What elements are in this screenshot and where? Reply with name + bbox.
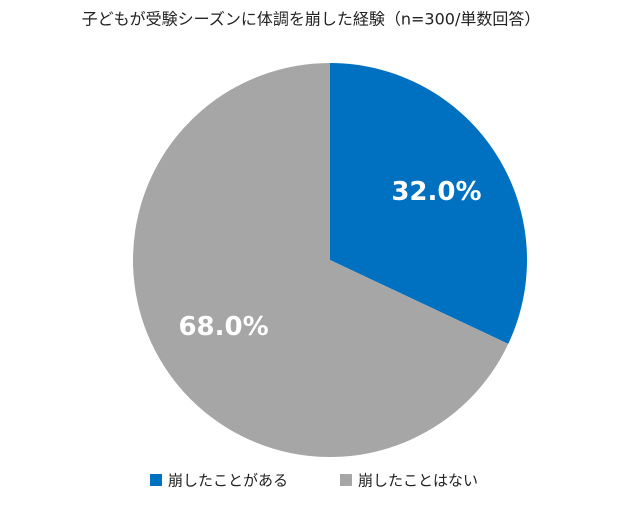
chart-title: 子どもが受験シーズンに体調を崩した経験（n=300/単数回答） xyxy=(82,10,541,29)
legend-swatch xyxy=(340,474,352,486)
pie-slice xyxy=(330,63,527,344)
value-label: 32.0% xyxy=(391,177,481,207)
legend-label: 崩したことはない xyxy=(358,472,478,490)
pie-slice xyxy=(132,63,509,458)
legend-swatch xyxy=(150,474,162,486)
legend-label: 崩したことがある xyxy=(168,472,288,490)
value-label: 68.0% xyxy=(178,312,268,342)
